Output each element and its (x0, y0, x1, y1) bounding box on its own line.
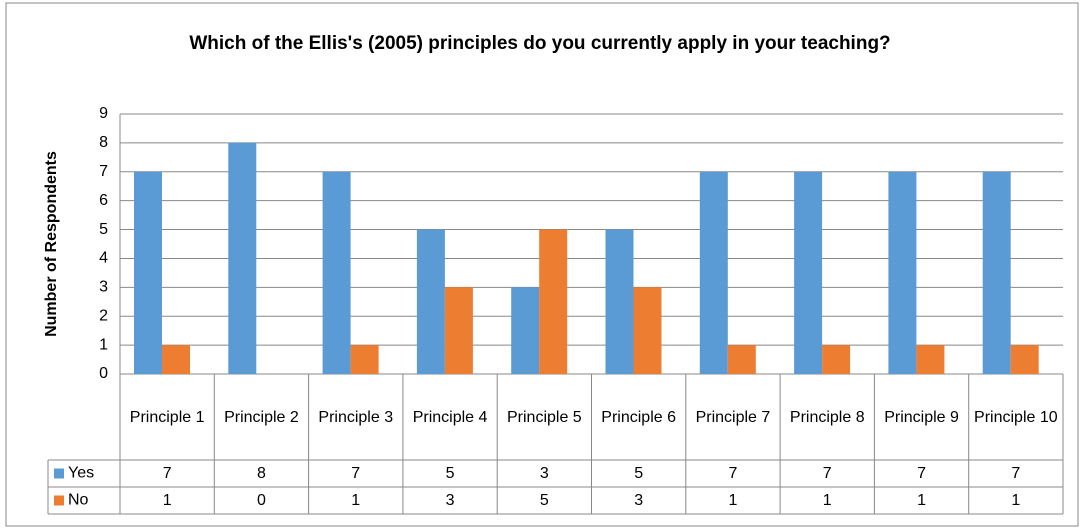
table-value: 7 (822, 465, 832, 482)
bar (822, 345, 851, 374)
table-value: 0 (256, 492, 266, 509)
category-label: Principle 5 (506, 408, 582, 426)
table-value: 1 (822, 492, 832, 509)
bar (727, 345, 756, 374)
table-value: 3 (539, 465, 549, 482)
table-value: 3 (445, 492, 455, 509)
table-value: 8 (256, 465, 266, 482)
bar (794, 171, 823, 374)
table-value: 5 (634, 465, 644, 482)
table-value: 1 (1011, 492, 1021, 509)
y-tick-label: 3 (99, 279, 108, 296)
table-value: 7 (917, 465, 926, 482)
table-value: 5 (445, 465, 455, 482)
y-tick-label: 7 (99, 163, 108, 180)
bar (350, 345, 379, 374)
bar (511, 287, 540, 374)
bar (916, 345, 945, 374)
bar (605, 229, 634, 374)
y-tick-label: 2 (99, 307, 108, 324)
table-value: 5 (539, 492, 549, 509)
bar (1010, 345, 1039, 374)
category-label: Principle 7 (695, 408, 771, 426)
bar (416, 229, 445, 374)
y-tick-label: 4 (99, 250, 108, 267)
table-value: 7 (728, 465, 738, 482)
legend-label: Yes (68, 465, 94, 482)
bar (322, 171, 351, 374)
table-value: 1 (351, 492, 361, 509)
y-tick-label: 0 (99, 365, 108, 382)
category-label: Principle 2 (224, 408, 299, 426)
y-tick-label: 5 (99, 221, 108, 238)
table-value: 1 (162, 492, 172, 509)
table-value: 3 (634, 492, 644, 509)
bar (888, 171, 917, 374)
y-tick-label: 1 (99, 336, 108, 353)
bar (444, 287, 473, 374)
chart-title: Which of the Ellis's (2005) principles d… (189, 33, 891, 54)
bar (699, 171, 728, 374)
bar (982, 171, 1011, 374)
bar (228, 142, 257, 374)
y-tick-label: 6 (99, 192, 108, 209)
bar (633, 287, 662, 374)
y-tick-label: 9 (99, 105, 108, 122)
table-value: 7 (162, 465, 172, 482)
category-label: Principle 8 (789, 408, 865, 426)
table-value: 7 (1011, 465, 1021, 482)
bar (134, 171, 162, 374)
legend-swatch (54, 468, 64, 479)
legend-label: No (68, 492, 89, 509)
bar (539, 229, 568, 374)
table-value: 7 (351, 465, 361, 482)
category-label: Principle 6 (601, 408, 676, 426)
category-label: Principle 1 (129, 408, 205, 426)
y-tick-label: 8 (99, 134, 108, 151)
category-label: Principle 10 (974, 408, 1058, 426)
legend-swatch (54, 495, 64, 506)
bar (162, 345, 190, 374)
table-value: 1 (917, 492, 926, 509)
y-axis-label: Number of Respondents (43, 151, 60, 337)
category-label: Principle 4 (412, 408, 488, 426)
category-label: Principle 3 (318, 408, 394, 426)
category-label: Principle 9 (884, 408, 959, 426)
table-value: 1 (728, 492, 738, 509)
